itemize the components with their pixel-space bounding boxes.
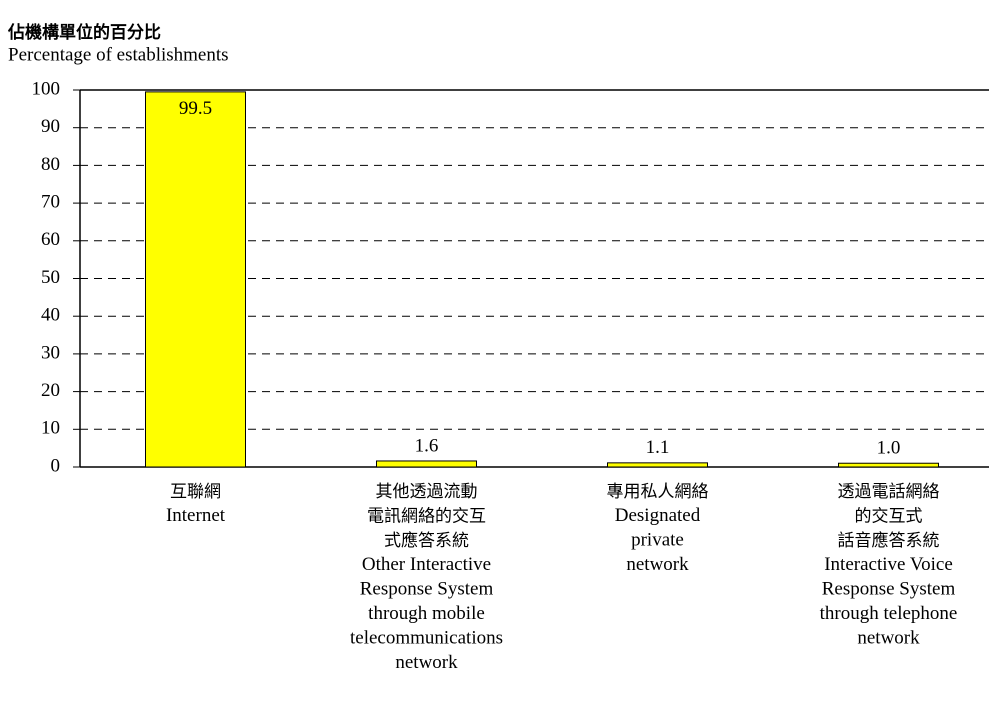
x-tick-label: private (631, 529, 684, 550)
y-tick-label: 40 (41, 305, 60, 326)
bar (376, 460, 477, 468)
y-tick-label: 60 (41, 229, 60, 250)
x-tick-label: network (857, 627, 920, 648)
x-tick-label: 話音應答系統 (838, 530, 940, 551)
data-label: 1.0 (877, 438, 901, 459)
x-tick-label: Internet (166, 505, 226, 526)
chart-title: 佔機構單位的百分比 (7, 22, 161, 43)
y-tick-label: 0 (51, 455, 61, 476)
x-tick-label: 式應答系統 (384, 530, 469, 551)
x-tick-label: 其他透過流動 (376, 482, 478, 502)
x-tick-label: 互聯網 (170, 482, 221, 502)
bar (607, 462, 708, 468)
x-tick-label: Interactive Voice (824, 554, 953, 575)
x-tick-label: Other Interactive (362, 554, 491, 575)
y-tick-label: 90 (41, 116, 60, 137)
x-tick-label: 的交互式 (855, 507, 923, 527)
x-tick-label: 專用私人網絡 (607, 482, 709, 502)
x-tick-label: Response System (822, 578, 956, 599)
x-tick-label: Designated (615, 505, 701, 526)
data-label: 1.1 (646, 437, 670, 458)
x-tick-label: network (395, 652, 458, 673)
x-tick-label: 電訊網絡的交互 (367, 507, 486, 527)
data-label: 99.5 (179, 98, 212, 119)
x-tick-label: telecommunications (350, 627, 503, 648)
y-tick-label: 20 (41, 380, 60, 401)
bar (145, 91, 246, 468)
y-tick-label: 10 (41, 418, 60, 439)
y-tick-label: 30 (41, 342, 60, 363)
data-label: 1.6 (415, 435, 439, 456)
y-tick-label: 50 (41, 267, 60, 288)
x-tick-label: through telephone (820, 603, 958, 624)
x-tick-label: 透過電話網絡 (838, 482, 940, 502)
x-tick-label: network (626, 554, 689, 575)
chart-subtitle: Percentage of establishments (8, 44, 229, 65)
y-tick-label: 100 (32, 78, 61, 99)
y-tick-label: 70 (41, 191, 60, 212)
y-tick-label: 80 (41, 154, 60, 175)
x-tick-label: through mobile (368, 603, 485, 624)
bar (838, 462, 939, 468)
x-tick-label: Response System (360, 578, 494, 599)
